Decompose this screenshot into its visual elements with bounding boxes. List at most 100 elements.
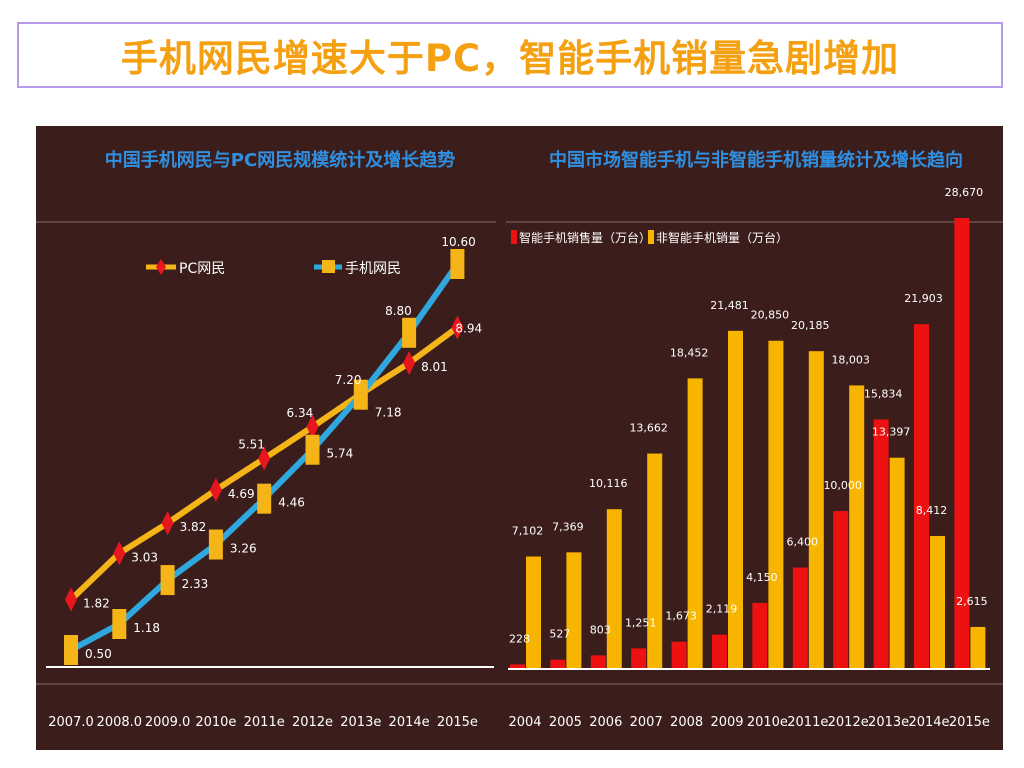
mobile-value-label: 7.18 (375, 406, 402, 420)
nonsmart-value-label: 7,102 (512, 525, 544, 538)
smart-bar (914, 324, 929, 668)
nonsmart-value-label: 10,116 (589, 477, 628, 490)
line-x-tick-label: 2012e (292, 715, 333, 730)
pc-marker (403, 350, 416, 375)
pc-value-label: 1.82 (83, 597, 110, 611)
nonsmart-value-label: 13,662 (629, 422, 668, 435)
smart-value-label: 10,000 (823, 479, 862, 492)
nonsmart-bar (849, 385, 865, 668)
legend-pc-marker (156, 259, 166, 275)
nonsmart-value-label: 20,185 (791, 319, 830, 332)
bar-legend-nonsmart: 非智能手机销量（万台） (648, 230, 788, 245)
pc-value-label: 7.20 (335, 373, 362, 387)
mobile-value-label: 0.50 (85, 647, 112, 661)
smart-bar (510, 664, 525, 668)
line-chart-title: 中国手机网民与PC网民规模统计及增长趋势 (105, 149, 455, 171)
nonsmart-bar (970, 626, 986, 668)
mobile-value-label: 10.60 (441, 235, 475, 249)
bar-x-tick-label: 2004 (508, 715, 541, 730)
bar-x-tick-label: 2009 (710, 715, 743, 730)
smart-bar (792, 567, 808, 668)
smart-bar (954, 218, 970, 668)
smart-bar (590, 655, 606, 668)
nonsmart-bar (808, 351, 824, 668)
bar-x-tick-label: 2011e (787, 715, 828, 730)
nonsmart-bar (930, 535, 945, 668)
legend-smart-swatch (511, 230, 517, 244)
smart-value-label: 28,670 (945, 186, 984, 199)
nonsmart-bar (566, 552, 582, 668)
mobile-value-label: 4.46 (278, 496, 305, 510)
smart-value-label: 2,119 (706, 603, 738, 616)
mobile-marker (160, 565, 175, 596)
bar-x-tick-label: 2007 (630, 715, 663, 730)
nonsmart-value-label: 20,850 (751, 309, 790, 322)
pc-marker (209, 477, 222, 502)
nonsmart-value-label: 18,003 (831, 353, 870, 366)
smart-bar (631, 648, 647, 668)
charts-svg: 中国手机网民与PC网民规模统计及增长趋势 中国市场智能手机与非智能手机销量统计及… (36, 149, 1003, 730)
chart-panel: 中国手机网民与PC网民规模统计及增长趋势 中国市场智能手机与非智能手机销量统计及… (36, 126, 1003, 750)
pc-value-label: 3.82 (180, 520, 207, 534)
pc-value-label: 8.01 (421, 360, 448, 374)
bar-x-tick-label: 2012e (828, 715, 869, 730)
line-x-tick-label: 2009.0 (145, 715, 191, 730)
pc-marker (113, 541, 126, 566)
smart-value-label: 527 (549, 628, 570, 641)
pc-marker (306, 414, 319, 439)
pc-value-label: 8.94 (455, 321, 482, 335)
mobile-marker (257, 483, 272, 514)
smart-value-label: 228 (509, 632, 530, 645)
mobile-marker (402, 317, 417, 348)
bar-chart-title: 中国市场智能手机与非智能手机销量统计及增长趋向 (549, 149, 963, 171)
smart-bar (712, 634, 727, 668)
nonsmart-bar (768, 340, 784, 668)
smart-bar (752, 602, 768, 668)
pc-value-label: 4.69 (228, 487, 255, 501)
line-x-tick-label: 2013e (340, 715, 381, 730)
mobile-value-label: 8.80 (385, 304, 412, 318)
smart-value-label: 803 (590, 623, 611, 636)
legend-pc-label: PC网民 (179, 261, 225, 277)
slide-title: 手机网民增速大于PC，智能手机销量急剧增加 (120, 37, 900, 80)
smart-value-label: 21,903 (904, 292, 943, 305)
smart-value-label: 1,673 (665, 610, 697, 623)
line-x-tick-label: 2007.0 (48, 715, 94, 730)
line-chart: 1.82 3.03 3.82 4.69 5.51 6.34 7.20 8.01 8.94 0.50… (48, 235, 482, 730)
smart-value-label: 1,251 (625, 616, 657, 629)
smart-value-label: 15,834 (864, 387, 903, 400)
pc-marker (161, 511, 174, 536)
slide-title-box: 手机网民增速大于PC，智能手机销量急剧增加 (17, 22, 1003, 88)
bar-x-tick-label: 2013e (868, 715, 909, 730)
nonsmart-bar (728, 330, 743, 668)
legend-nonsmart-swatch (648, 230, 654, 244)
pc-marker (451, 315, 464, 340)
nonsmart-value-label: 2,615 (956, 595, 988, 608)
mobile-value-label: 2.33 (182, 577, 209, 591)
mobile-value-label: 5.74 (327, 447, 354, 461)
legend-smart-label: 智能手机销售量（万台） (519, 230, 651, 245)
bar-x-tick-label: 2015e (949, 715, 990, 730)
mobile-marker (305, 434, 320, 465)
nonsmart-bar (687, 378, 703, 668)
mobile-marker (353, 379, 368, 410)
pc-marker (65, 587, 77, 612)
bar-legend-smart: 智能手机销售量（万台） (511, 230, 651, 245)
bar-x-tick-label: 2008 (670, 715, 703, 730)
mobile-value-label: 3.26 (230, 542, 257, 556)
nonsmart-bar (889, 457, 905, 668)
smart-value-label: 4,150 (746, 571, 778, 584)
mobile-marker (112, 609, 127, 640)
mobile-value-label: 1.18 (133, 621, 160, 635)
nonsmart-bar (526, 556, 541, 668)
line-x-tick-label: 2008.0 (97, 715, 143, 730)
pc-value-label: 6.34 (287, 406, 314, 420)
line-legend-mobile: 手机网民 (314, 260, 401, 277)
smart-bar (671, 641, 687, 668)
legend-nonsmart-label: 非智能手机销量（万台） (656, 230, 788, 245)
line-x-tick-label: 2010e (195, 715, 236, 730)
mobile-marker (450, 249, 465, 279)
nonsmart-bar (606, 509, 622, 668)
smart-bar (833, 511, 849, 668)
smart-bar (873, 419, 889, 668)
